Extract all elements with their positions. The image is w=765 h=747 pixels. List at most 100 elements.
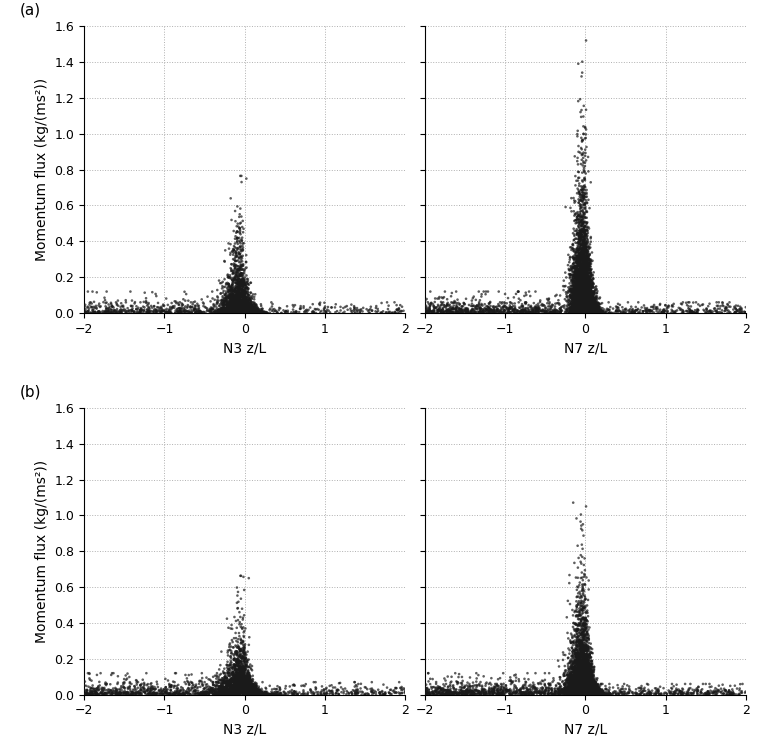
Point [578,254,591,266]
Point [581,305,593,317]
Point [579,601,591,613]
Point [575,289,588,301]
Point [577,628,589,640]
Point [234,284,246,296]
Point [135,684,148,696]
Point [236,296,249,308]
Point [220,679,233,691]
Point [581,678,593,690]
Point [245,677,257,689]
Point [585,687,597,699]
Point [224,686,236,698]
Point [578,617,590,629]
Point [575,106,587,118]
Point [240,674,252,686]
Point [233,630,246,642]
Point [581,277,593,289]
Point [573,268,585,280]
Point [90,302,103,314]
Point [569,304,581,316]
Point [582,289,594,301]
Point [226,306,238,318]
Point [584,202,596,214]
Point [256,688,268,700]
Point [579,307,591,319]
Point [516,683,528,695]
Point [235,300,247,312]
Point [301,304,313,316]
Point [449,686,461,698]
Point [181,686,194,698]
Point [226,667,238,679]
Point [118,686,130,698]
Point [230,283,242,295]
Point [553,686,565,698]
Point [579,290,591,302]
Point [587,674,599,686]
Point [580,296,592,308]
Point [581,305,593,317]
Point [569,682,581,694]
Point [471,688,483,700]
Point [242,645,254,657]
Point [584,676,597,688]
Point [248,302,260,314]
Point [578,688,591,700]
Point [592,689,604,701]
Point [583,304,595,316]
Point [230,304,242,316]
Point [591,686,603,698]
Point [566,678,578,689]
Point [583,251,595,263]
Point [168,688,181,700]
Point [564,289,576,301]
Point [580,639,592,651]
Point [210,298,223,310]
Point [726,688,738,700]
Point [237,306,249,318]
Point [349,686,361,698]
Point [581,687,594,699]
Point [685,306,698,317]
Point [582,303,594,315]
Point [580,638,592,650]
Point [233,304,245,316]
Point [569,300,581,312]
Point [571,261,583,273]
Point [576,288,588,300]
Point [580,645,592,657]
Point [600,686,612,698]
Point [579,299,591,311]
Point [254,689,266,701]
Point [554,672,566,684]
Point [581,686,594,698]
Point [524,689,536,701]
Point [572,304,584,316]
Point [243,684,255,696]
Point [260,688,272,700]
Point [585,254,597,266]
Point [577,680,589,692]
Point [582,685,594,697]
Point [233,279,246,291]
Point [572,587,584,599]
Point [241,301,253,313]
Point [585,679,597,691]
Point [576,579,588,591]
Point [491,688,503,700]
Point [587,684,599,695]
Point [586,673,598,685]
Point [580,304,592,316]
Point [146,684,158,696]
Point [245,276,257,288]
Point [233,682,246,694]
Point [581,297,593,309]
Point [571,287,584,299]
Point [238,305,250,317]
Point [589,684,601,695]
Point [515,300,527,312]
Point [646,305,658,317]
Point [578,180,590,192]
Point [575,688,588,700]
Point [236,282,248,294]
